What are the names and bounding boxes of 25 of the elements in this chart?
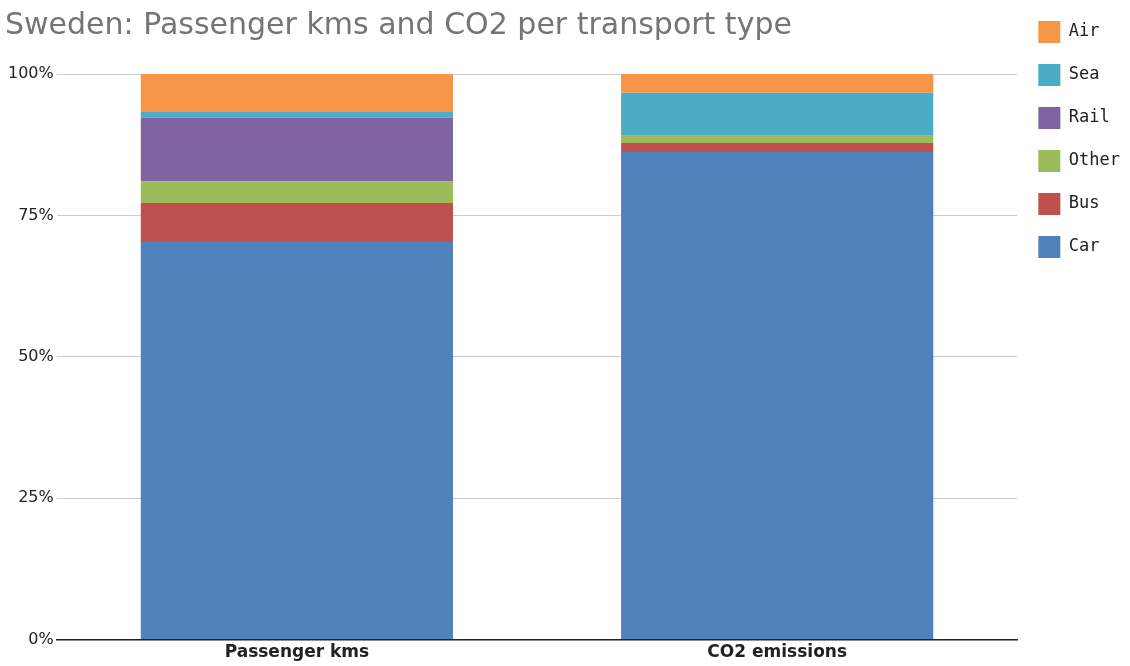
- bar: [140, 111, 453, 118]
- legend-label: Other: [1068, 149, 1121, 170]
- x-tick-label: CO2 emissions: [707, 641, 848, 662]
- bar: [140, 181, 453, 203]
- legend-label: Car: [1068, 235, 1100, 256]
- bar: [621, 152, 934, 640]
- y-tick-label: 0%: [28, 628, 54, 648]
- chart-title: Sweden: Passenger kms and CO2 per transport type: [5, 5, 792, 41]
- bar: [621, 135, 934, 143]
- bar: [140, 74, 453, 112]
- bar: [140, 117, 453, 182]
- bar: [621, 143, 934, 153]
- bar: [140, 202, 453, 242]
- legend-label: Rail: [1068, 106, 1110, 127]
- y-tick-label: 25%: [18, 487, 54, 507]
- bar: [621, 74, 934, 93]
- y-tick-label: 75%: [18, 204, 54, 224]
- legend-label: Sea: [1068, 63, 1100, 84]
- legend-label: Bus: [1068, 192, 1100, 213]
- x-tick-label: Passenger kms: [224, 641, 370, 662]
- bar: [140, 241, 453, 640]
- y-tick-label: 50%: [18, 345, 54, 365]
- bar: [621, 92, 934, 136]
- y-tick-label: 100%: [7, 63, 54, 83]
- legend-label: Air: [1068, 20, 1100, 41]
